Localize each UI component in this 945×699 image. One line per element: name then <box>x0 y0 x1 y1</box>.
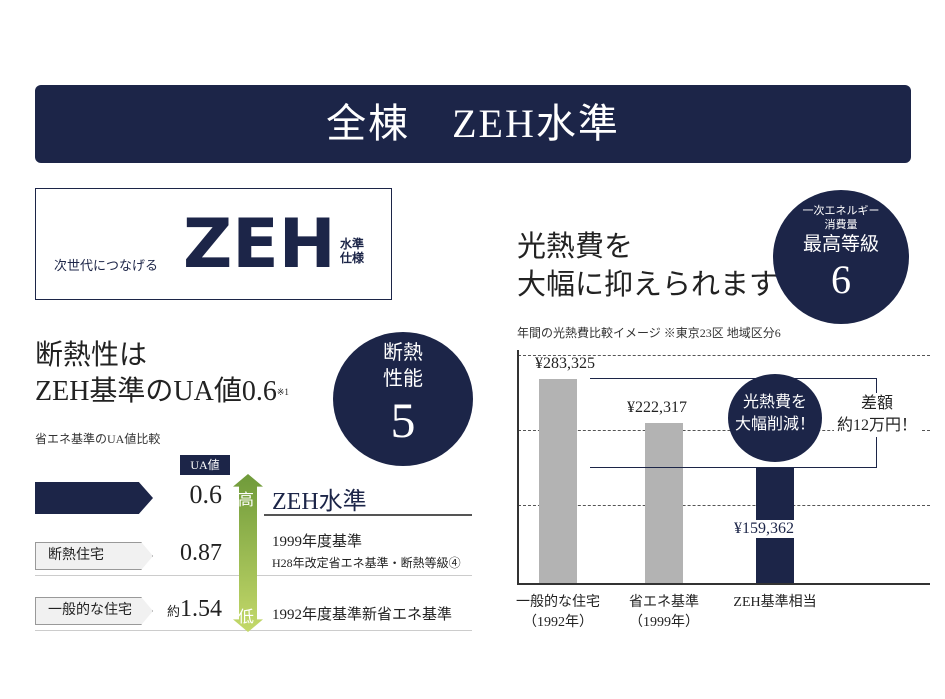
footnote-mark: ※1 <box>276 387 289 397</box>
gridline <box>518 355 930 356</box>
insulation-grade-badge: 断熱 性能 5 <box>333 332 473 466</box>
standard-1992: 1992年度基準新省エネ基準 <box>272 607 453 623</box>
zeh-suffix-1: 水準 <box>340 237 365 251</box>
zeh-suffix: 水準 仕様 <box>340 237 364 265</box>
chart-title: 年間の光熱費比較イメージ ※東京23区 地域区分6 <box>517 326 781 340</box>
reduction-bubble: 光熱費を 大幅削減！ <box>728 374 822 462</box>
data-label-2: ¥159,362 <box>732 520 796 538</box>
divider <box>264 514 472 516</box>
bar-1 <box>645 422 683 583</box>
badge-line2: 性能 <box>383 368 423 390</box>
difference-line1: 差額 <box>861 395 894 412</box>
difference-label: 差額 約12万円！ <box>834 393 921 437</box>
bubble-line2: 大幅削減！ <box>734 416 815 433</box>
energy-grade-badge: 一次エネルギー 消費量 最高等級 6 <box>773 190 909 324</box>
cost-heading: 光熱費を 大幅に抑えられます <box>517 228 778 304</box>
banner-title: 全棟 ZEH水準 <box>35 85 911 163</box>
x-label-line: （1999年） <box>629 615 699 630</box>
x-axis <box>517 583 930 585</box>
zeh-logo: ZEH <box>183 205 336 284</box>
badge-grade: 5 <box>390 392 416 448</box>
x-label-line: （1992年） <box>523 615 593 630</box>
x-label-line: 省エネ基準 <box>629 595 699 610</box>
badge-line2: 消費量 <box>824 219 858 231</box>
x-label-line: ZEH基準相当 <box>733 595 817 610</box>
difference-line2: 約12万円！ <box>837 417 918 434</box>
insulation-heading-line2: ZEH基準のUA値0.6 <box>35 376 277 407</box>
y-axis <box>517 350 519 584</box>
insulation-caption: 省エネ基準のUA値比較 <box>35 432 161 446</box>
x-label-1: 省エネ基準 （1999年） <box>614 593 714 633</box>
x-label-line: 一般的な住宅 <box>516 595 600 610</box>
data-label-0: ¥283,325 <box>535 355 595 373</box>
ua-value-general: 約1.54 <box>158 596 222 623</box>
bubble-line1: 光熱費を <box>742 394 807 411</box>
arrow-high-label: 高 <box>238 492 255 509</box>
zeh-row-arrow <box>35 482 153 514</box>
cost-heading-line1: 光熱費を <box>517 231 634 263</box>
approx-prefix: 約 <box>166 604 180 619</box>
standard-1999: 1999年度基準 <box>272 534 363 550</box>
zeh-suffix-2: 仕様 <box>340 251 365 265</box>
data-label-1: ¥222,317 <box>627 398 687 416</box>
gridline <box>518 430 930 431</box>
insulation-heading-line1: 断熱性は <box>35 340 148 371</box>
x-label-0: 一般的な住宅 （1992年） <box>508 593 608 633</box>
x-label-2: ZEH基準相当 <box>725 593 825 613</box>
badge-line1: 断熱 <box>383 342 423 364</box>
ua-value-zeh: 0.6 <box>189 480 223 509</box>
tag-general-house: 一般的な住宅 <box>35 597 153 625</box>
cost-heading-line2: 大幅に抑えられます <box>517 269 779 301</box>
zeh-logo-box: 次世代につなげる ZEH 水準 仕様 <box>35 188 392 300</box>
arrow-low-label: 低 <box>238 609 255 626</box>
divider <box>35 630 472 631</box>
tag-insulated-house: 断熱住宅 <box>35 542 153 570</box>
ua-value-insulated: 0.87 <box>180 540 222 566</box>
gridline <box>518 505 930 506</box>
ua-label: UA値 <box>180 455 230 475</box>
ua-value: 1.54 <box>180 596 222 622</box>
bar-0 <box>539 379 577 583</box>
badge-grade: 6 <box>831 257 851 302</box>
insulation-heading: 断熱性は ZEH基準のUA値0.6※1 <box>35 338 289 410</box>
zeh-subtitle: 次世代につなげる <box>54 259 159 274</box>
badge-line3: 最高等級 <box>802 234 879 255</box>
badge-line1: 一次エネルギー <box>802 205 880 217</box>
standard-1999-detail: H28年改定省エネ基準・断熱等級④ <box>272 556 461 570</box>
zeh-standard-label: ZEH水準 <box>272 489 367 515</box>
